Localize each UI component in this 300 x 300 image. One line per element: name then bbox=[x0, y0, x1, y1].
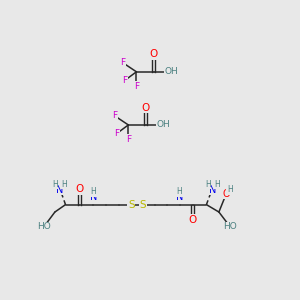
Text: F: F bbox=[122, 76, 128, 85]
Text: N: N bbox=[89, 192, 97, 202]
Text: F: F bbox=[114, 129, 119, 138]
Text: O: O bbox=[222, 188, 230, 199]
Text: S: S bbox=[128, 200, 135, 210]
Text: O: O bbox=[75, 184, 83, 194]
Text: F: F bbox=[112, 111, 117, 120]
Text: N: N bbox=[56, 184, 63, 195]
Text: H: H bbox=[61, 180, 67, 189]
Text: F: F bbox=[126, 135, 131, 144]
Text: H: H bbox=[52, 180, 58, 189]
Text: O: O bbox=[188, 214, 197, 225]
Text: O: O bbox=[150, 50, 158, 59]
Text: H: H bbox=[214, 180, 220, 189]
Text: OH: OH bbox=[156, 120, 170, 129]
Text: N: N bbox=[209, 184, 216, 195]
Text: HO: HO bbox=[37, 222, 51, 231]
Text: HO: HO bbox=[223, 222, 237, 231]
Text: F: F bbox=[134, 82, 139, 91]
Text: H: H bbox=[90, 187, 96, 196]
Text: OH: OH bbox=[164, 67, 178, 76]
Text: S: S bbox=[139, 200, 146, 210]
Text: O: O bbox=[142, 103, 150, 112]
Text: H: H bbox=[177, 187, 182, 196]
Text: H: H bbox=[205, 180, 211, 189]
Text: H: H bbox=[227, 185, 233, 194]
Text: N: N bbox=[176, 192, 183, 202]
Text: F: F bbox=[120, 58, 125, 67]
